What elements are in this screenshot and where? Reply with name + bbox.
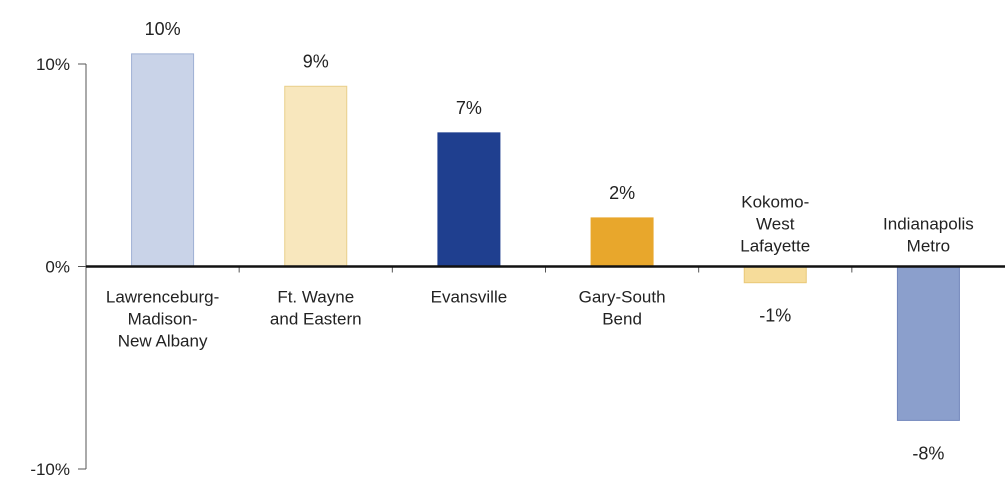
zero-baseline — [86, 265, 1005, 273]
category-label: Bend — [602, 310, 642, 329]
category-label: Evansville — [431, 288, 508, 307]
category-label: and Eastern — [270, 310, 362, 329]
category-labels: Lawrenceburg- Madison- New Albany Ft. Wayne… — [106, 193, 974, 351]
bar — [896, 266, 960, 421]
value-label: -1% — [759, 306, 791, 326]
value-label: 2% — [609, 183, 635, 203]
value-label: 9% — [303, 51, 329, 71]
y-axis: 10% 0% -10% — [30, 55, 87, 479]
category-label: Kokomo- — [741, 193, 809, 212]
category-label: West — [756, 215, 795, 234]
value-label: 7% — [456, 98, 482, 118]
category-label: New Albany — [118, 332, 208, 351]
bar — [131, 53, 195, 267]
category-label: Gary-South — [579, 288, 666, 307]
category-label: Madison- — [128, 310, 198, 329]
category-label: Ft. Wayne — [277, 288, 354, 307]
bars — [131, 53, 960, 421]
bar — [743, 266, 807, 284]
bar — [590, 217, 654, 267]
bar — [284, 85, 348, 268]
category-label: Lawrenceburg- — [106, 288, 219, 307]
y-tick-label: -10% — [30, 460, 70, 479]
category-label: Indianapolis — [883, 215, 974, 234]
category-label: Metro — [907, 237, 950, 256]
value-labels: 10% 9% 7% 2% -1% -8% — [145, 19, 945, 464]
value-label: -8% — [912, 443, 944, 463]
value-label: 10% — [145, 19, 181, 39]
y-tick-label: 10% — [36, 55, 70, 74]
y-tick-label: 0% — [45, 258, 70, 277]
category-label: Lafayette — [740, 237, 810, 256]
bar — [437, 132, 501, 267]
